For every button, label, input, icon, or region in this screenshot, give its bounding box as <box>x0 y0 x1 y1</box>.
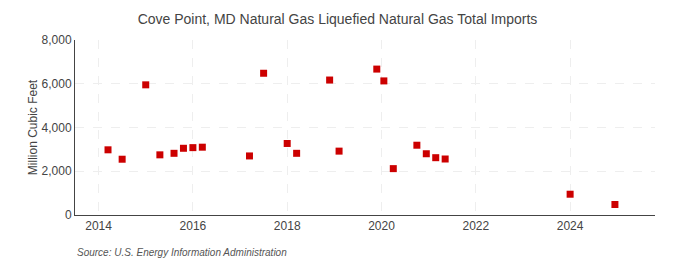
svg-text:2020: 2020 <box>368 219 395 233</box>
svg-text:2016: 2016 <box>180 219 207 233</box>
svg-text:2,000: 2,000 <box>42 164 72 178</box>
svg-text:4,000: 4,000 <box>42 121 72 135</box>
svg-text:2018: 2018 <box>274 219 301 233</box>
svg-text:2022: 2022 <box>462 219 489 233</box>
svg-text:Source: U.S. Energy Informatio: Source: U.S. Energy Information Administ… <box>77 247 287 258</box>
svg-text:2014: 2014 <box>85 219 112 233</box>
svg-text:2024: 2024 <box>557 219 584 233</box>
svg-text:6,000: 6,000 <box>42 77 72 91</box>
svg-text:Million Cubic Feet: Million Cubic Feet <box>26 79 40 175</box>
svg-text:Cove Point, MD Natural Gas Liq: Cove Point, MD Natural Gas Liquefied Nat… <box>138 11 538 27</box>
svg-text:0: 0 <box>65 208 72 222</box>
svg-text:8,000: 8,000 <box>42 33 72 47</box>
